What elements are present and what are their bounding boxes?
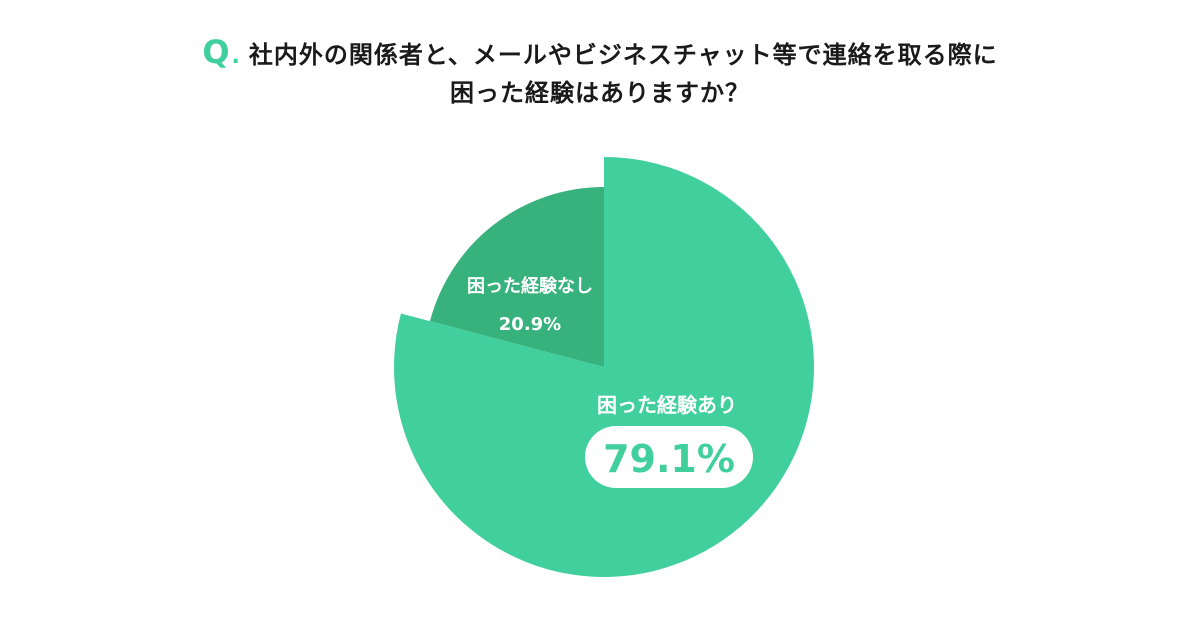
pie-slice-not-experienced	[429, 187, 604, 367]
question-line-1: Q. 社内外の関係者と、メールやビジネスチャット等で連絡を取る際に	[0, 34, 1200, 75]
question-header: Q. 社内外の関係者と、メールやビジネスチャット等で連絡を取る際に 困った経験はあ…	[0, 34, 1200, 111]
value-badge	[585, 426, 753, 488]
pie-slice-experienced	[394, 157, 815, 577]
question-line-2: 困った経験はありますか？	[0, 75, 1200, 111]
question-text-2: 困った経験はありますか？	[450, 79, 750, 107]
q-mark-icon: Q.	[202, 33, 241, 71]
slice-value-not-experienced: 20.9%	[499, 314, 561, 335]
slice-label-experienced: 困った経験あり	[597, 393, 737, 417]
slice-label-not-experienced: 困った経験なし	[467, 275, 593, 297]
slice-value-experienced: 79.1%	[603, 437, 735, 481]
question-text-1: 社内外の関係者と、メールやビジネスチャット等で連絡を取る際に	[248, 41, 998, 69]
